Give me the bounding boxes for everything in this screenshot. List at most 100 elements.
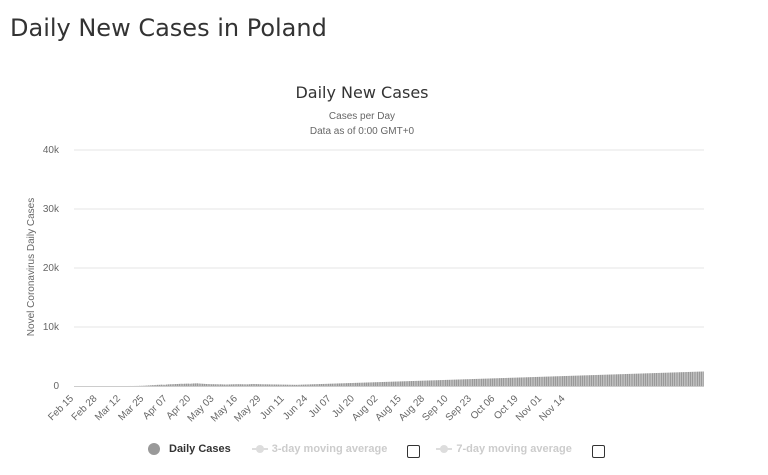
bar bbox=[687, 371, 690, 386]
bar bbox=[534, 376, 537, 386]
bar bbox=[185, 383, 188, 386]
bar bbox=[201, 383, 204, 386]
bar bbox=[470, 379, 472, 386]
bar bbox=[246, 384, 249, 386]
bar bbox=[650, 373, 652, 386]
bar bbox=[515, 377, 517, 386]
bar bbox=[462, 379, 465, 386]
bar bbox=[680, 372, 683, 386]
bar bbox=[376, 382, 379, 386]
bar bbox=[475, 378, 478, 386]
bar bbox=[290, 384, 292, 386]
bar bbox=[641, 373, 643, 386]
bar bbox=[552, 376, 555, 386]
grid-lines bbox=[74, 149, 704, 328]
bar bbox=[450, 379, 452, 386]
bar bbox=[174, 384, 177, 386]
bar bbox=[428, 380, 431, 386]
legend-label-daily-cases: Daily Cases bbox=[169, 443, 231, 455]
legend-item-3day-average[interactable]: 3-day moving average bbox=[251, 443, 387, 455]
bar bbox=[635, 373, 638, 386]
bar bbox=[484, 378, 487, 387]
bar bbox=[326, 383, 328, 386]
bar bbox=[516, 377, 519, 386]
bar bbox=[525, 377, 528, 386]
chart-title: Daily New Cases bbox=[295, 83, 428, 102]
bar bbox=[669, 372, 672, 386]
bar bbox=[432, 380, 434, 386]
bar bbox=[621, 374, 623, 386]
bar bbox=[576, 375, 578, 386]
bar bbox=[596, 374, 598, 386]
bar bbox=[385, 381, 388, 386]
bar bbox=[615, 374, 618, 386]
bar bbox=[209, 384, 211, 386]
bar bbox=[446, 379, 449, 386]
bar bbox=[381, 381, 384, 386]
bar bbox=[599, 374, 602, 386]
bar bbox=[666, 372, 668, 386]
bar bbox=[570, 375, 573, 386]
legend-item-7day-average[interactable]: 7-day moving average bbox=[436, 443, 572, 455]
bar bbox=[387, 381, 389, 386]
bar bbox=[270, 384, 272, 386]
toggle-3day-average-checkbox[interactable] bbox=[407, 444, 421, 458]
bar bbox=[529, 377, 532, 386]
toggle-7day-average-checkbox[interactable] bbox=[591, 444, 605, 458]
bar bbox=[491, 378, 494, 386]
bar bbox=[524, 377, 526, 386]
y-tick-label: 10k bbox=[43, 322, 60, 333]
bar bbox=[252, 383, 254, 386]
bar bbox=[489, 378, 492, 386]
bar bbox=[327, 383, 330, 386]
bar bbox=[605, 374, 607, 386]
bar bbox=[614, 374, 616, 386]
bar bbox=[363, 382, 366, 386]
bar bbox=[547, 376, 550, 386]
bar bbox=[642, 373, 645, 386]
bar bbox=[560, 376, 562, 386]
bar bbox=[695, 371, 697, 386]
bar bbox=[345, 383, 348, 386]
bar bbox=[698, 371, 701, 386]
bar bbox=[358, 382, 361, 386]
bar bbox=[423, 380, 425, 386]
bar bbox=[448, 379, 451, 386]
bar bbox=[300, 384, 303, 386]
bar bbox=[632, 373, 634, 386]
bar bbox=[606, 374, 609, 386]
y-tick-label: 30k bbox=[43, 204, 60, 215]
bar bbox=[297, 384, 299, 386]
bar bbox=[234, 384, 236, 386]
bar bbox=[365, 382, 368, 386]
bar bbox=[533, 377, 535, 386]
bar bbox=[268, 384, 271, 386]
bar bbox=[333, 383, 335, 386]
bar bbox=[610, 374, 613, 386]
bar bbox=[441, 380, 443, 386]
bar bbox=[331, 383, 334, 386]
bar bbox=[574, 375, 577, 386]
bar bbox=[189, 383, 191, 386]
bar bbox=[558, 376, 560, 386]
bar bbox=[488, 378, 490, 386]
legend-item-daily-cases[interactable]: Daily Cases bbox=[148, 443, 231, 455]
bar bbox=[302, 384, 305, 386]
bar bbox=[228, 384, 231, 386]
bar bbox=[644, 373, 647, 386]
bar bbox=[342, 383, 344, 386]
bar bbox=[257, 384, 260, 386]
bar bbox=[353, 382, 355, 386]
bar bbox=[594, 375, 596, 386]
bar bbox=[187, 383, 190, 386]
bar bbox=[158, 384, 161, 386]
bar bbox=[633, 373, 636, 386]
bar bbox=[511, 377, 514, 386]
bar bbox=[245, 384, 247, 386]
bar bbox=[486, 378, 488, 386]
bar bbox=[518, 377, 521, 386]
bar bbox=[466, 379, 469, 386]
bar bbox=[318, 384, 321, 386]
